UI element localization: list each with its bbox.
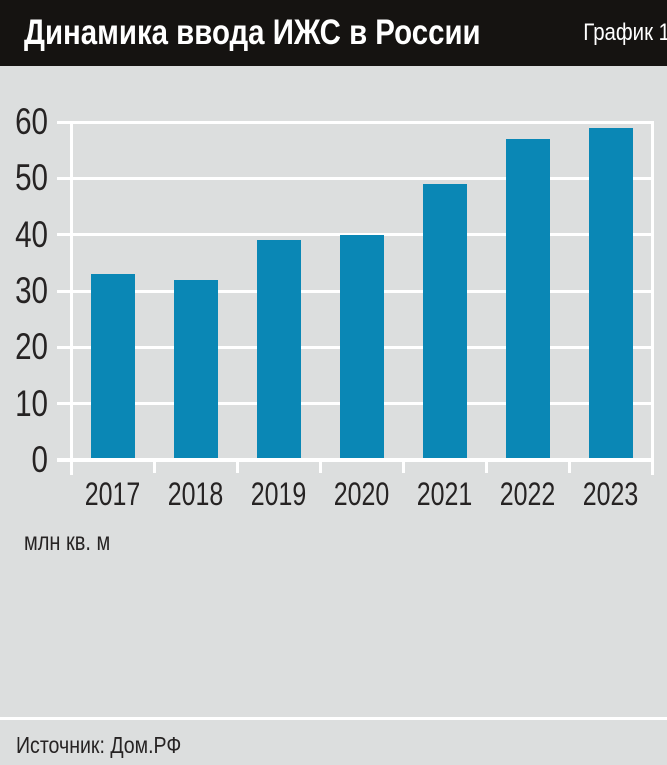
bar-2019: [256, 240, 301, 459]
separator-line: [0, 717, 667, 720]
y-tick-label-60: 60: [15, 101, 48, 142]
y-tick-label-30: 30: [15, 270, 48, 311]
x-tick-label-2017: 2017: [84, 476, 141, 512]
y-axis-line: [69, 120, 73, 475]
x-axis-line: [57, 458, 652, 462]
y-gridline-50: [57, 176, 652, 180]
x-tick-label-2021: 2021: [416, 476, 473, 512]
y-tick-label-0: 0: [31, 439, 48, 480]
x-tick-label-2020: 2020: [333, 476, 390, 512]
x-tick-label-2019: 2019: [250, 476, 307, 512]
chart-number-label: График 1: [582, 19, 667, 46]
x-axis-tick: [484, 460, 488, 473]
x-axis-tick: [235, 460, 239, 473]
y-tick-label-40: 40: [15, 213, 48, 255]
y-gridline-60: [57, 120, 652, 124]
x-axis-tick: [318, 460, 322, 473]
plot-right-border: [650, 120, 654, 475]
bar-2018: [173, 279, 218, 459]
bar-2017: [90, 274, 135, 459]
y-tick-label-10: 10: [15, 382, 48, 424]
header: Динамика ввода ИЖС в России График 1: [0, 0, 667, 66]
source-label: Источник: Дом.РФ: [16, 732, 182, 758]
x-tick-label-2023: 2023: [582, 476, 639, 512]
x-tick-label-2022: 2022: [499, 476, 556, 512]
bar-2020: [339, 234, 384, 459]
y-tick-label-50: 50: [15, 157, 48, 199]
y-axis-unit-label: млн кв. м: [24, 528, 111, 556]
page-title: Динамика ввода ИЖС в России: [24, 13, 481, 52]
x-axis-tick: [401, 460, 405, 473]
bar-2022: [505, 138, 550, 459]
bar-2023: [588, 127, 633, 459]
x-tick-label-2018: 2018: [167, 476, 224, 512]
x-axis-tick: [152, 460, 156, 473]
y-tick-label-20: 20: [15, 326, 48, 368]
x-axis-tick: [567, 460, 571, 473]
bar-2021: [422, 183, 467, 459]
